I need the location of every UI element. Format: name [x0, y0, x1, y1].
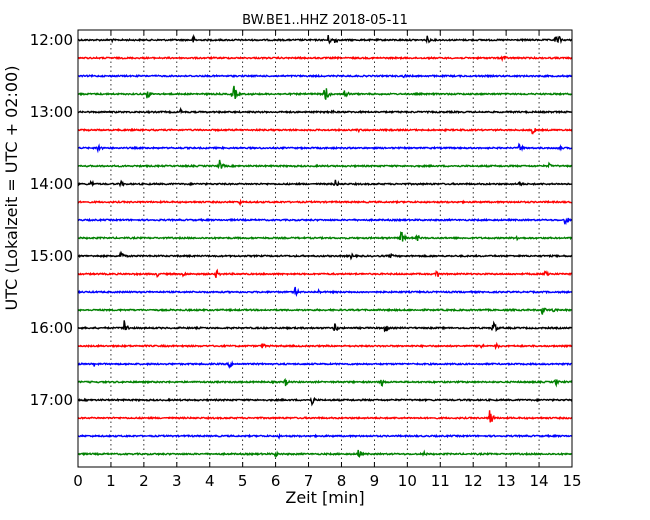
trace-1500 — [77, 250, 573, 261]
x-axis-label: Zeit [min] — [285, 488, 364, 507]
y-tick-label: 15:00 — [30, 247, 73, 265]
x-tick-label: 3 — [172, 472, 182, 490]
trace-1745 — [77, 449, 572, 459]
trace-1345 — [77, 159, 573, 170]
x-tick-label: 9 — [370, 472, 380, 490]
x-tick-label: 2 — [139, 472, 149, 490]
trace-1330 — [77, 142, 572, 154]
x-tick-label: 10 — [398, 472, 417, 490]
y-tick-label: 16:00 — [30, 319, 73, 337]
trace-1200 — [77, 33, 573, 45]
x-tick-label: 6 — [271, 472, 281, 490]
x-tick-label: 7 — [304, 472, 314, 490]
trace-1230 — [77, 73, 573, 79]
trace-1215 — [77, 55, 573, 63]
trace-1530 — [77, 286, 573, 298]
trace-1730 — [77, 432, 573, 440]
trace-1600 — [77, 320, 573, 333]
trace-1415 — [77, 198, 572, 207]
y-tick-label: 17:00 — [30, 391, 73, 409]
y-axis-label: UTC (Lokalzeit = UTC + 02:00) — [2, 66, 21, 311]
x-tick-label: 13 — [497, 472, 516, 490]
trace-1715 — [77, 410, 573, 423]
trace-1700 — [77, 396, 573, 407]
x-tick-label: 1 — [106, 472, 116, 490]
y-tick-label: 13:00 — [30, 103, 73, 121]
trace-1430 — [77, 217, 573, 226]
x-tick-label: 11 — [431, 472, 450, 490]
trace-1245 — [77, 85, 573, 100]
x-tick-label: 14 — [530, 472, 549, 490]
trace-1400 — [77, 179, 572, 188]
plot-frame — [77, 29, 573, 468]
chart-title: BW.BE1..HHZ 2018-05-11 — [242, 13, 408, 28]
trace-1445 — [78, 231, 572, 242]
trace-1645 — [77, 377, 573, 388]
y-tick-label: 14:00 — [30, 175, 73, 193]
x-tick-label: 5 — [238, 472, 248, 490]
x-tick-label: 15 — [562, 472, 581, 490]
plot-area: 0 1 2 3 4 5 6 7 8 9 10 11 12 13 14 1512:0013:0014:0015:… — [30, 29, 582, 490]
trace-1615 — [77, 341, 573, 351]
trace-1515 — [78, 268, 573, 279]
trace-1300 — [77, 106, 573, 115]
x-tick-label: 8 — [337, 472, 347, 490]
trace-1315 — [77, 127, 573, 135]
x-tick-label: 12 — [464, 472, 483, 490]
trace-1545 — [77, 307, 573, 315]
x-tick-label: 0 — [73, 472, 83, 490]
trace-1630 — [77, 360, 572, 370]
x-tick-label: 4 — [205, 472, 215, 490]
y-tick-label: 12:00 — [30, 31, 73, 49]
